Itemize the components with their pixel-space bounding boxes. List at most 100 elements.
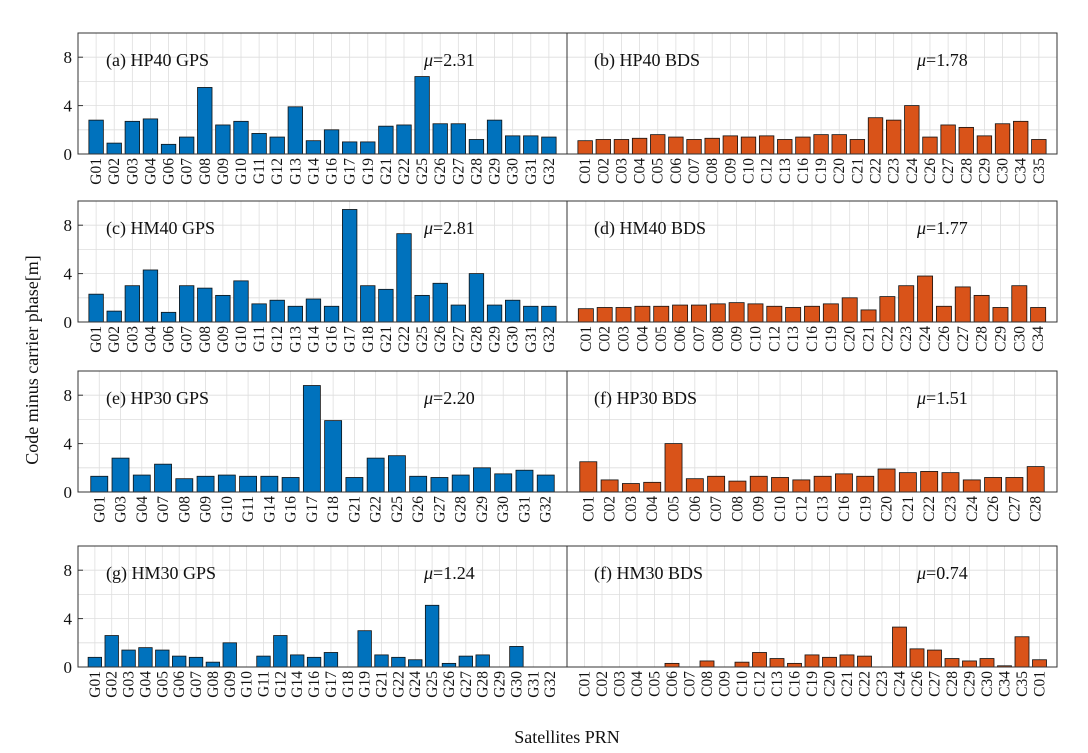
x-tick-label: C12	[759, 158, 776, 184]
panel-frame	[566, 200, 1058, 323]
x-tick-label: C10	[740, 158, 757, 184]
x-tick-label: C22	[921, 496, 938, 522]
mean-value: 0.74	[936, 563, 968, 583]
x-tick-label: G12	[269, 326, 286, 353]
bar-G04	[142, 118, 159, 155]
x-tick-label: C08	[710, 326, 727, 352]
x-tick-label: G16	[324, 158, 341, 185]
x-tick-label: C19	[823, 326, 840, 352]
bar-G17	[342, 141, 358, 155]
x-tick-label: G30	[495, 496, 512, 523]
bar-G14	[305, 140, 322, 155]
panel-title: (a) HP40 GPS	[106, 50, 209, 71]
x-tick-label: G11	[251, 158, 268, 184]
x-tick-label: C05	[650, 158, 667, 184]
x-tick-label: C12	[752, 671, 769, 697]
x-tick-label: C24	[904, 158, 921, 184]
bar-C19	[813, 134, 829, 155]
bar-G11	[256, 655, 271, 668]
bar-C29	[992, 307, 1009, 323]
bar-C22	[867, 117, 884, 155]
bar-C02	[600, 479, 619, 493]
x-tick-label: G13	[287, 158, 304, 185]
x-tick-label: C02	[595, 158, 612, 184]
bar-G12	[273, 635, 288, 668]
x-tick-label: G04	[142, 158, 159, 185]
x-tick-label: G19	[357, 671, 374, 698]
x-tick-label: G09	[215, 326, 232, 353]
bar-G02	[104, 635, 119, 668]
x-tick-label: G32	[541, 326, 558, 353]
bar-G25	[414, 76, 430, 155]
panel-title: (b) HP40 BDS	[594, 50, 700, 71]
bar-C22	[920, 471, 939, 493]
x-tick-label: G31	[523, 326, 540, 353]
x-tick-label: C09	[717, 671, 734, 697]
x-tick-label: G02	[104, 671, 121, 698]
x-tick-label: C19	[804, 671, 821, 697]
x-tick-label: G09	[215, 158, 232, 185]
mean-label: μ=1.24	[423, 563, 475, 583]
bar-G22	[391, 656, 406, 668]
bar-G29	[486, 119, 503, 155]
y-tick-label: 8	[64, 48, 73, 67]
bar-G26	[432, 282, 448, 323]
bar-C03	[621, 483, 640, 493]
bar-C10	[740, 136, 757, 155]
bar-C01	[579, 461, 598, 493]
bar-G04	[132, 474, 151, 493]
bar-C21	[860, 309, 877, 323]
x-tick-label: G03	[121, 671, 138, 698]
x-tick-label: G17	[342, 326, 359, 353]
bar-C12	[758, 135, 775, 155]
panels: G01 G02 G03 G04 G06 G07 G08 G09 G10 G11 G12 G13 G14 G…	[64, 32, 1058, 698]
x-tick-label: C10	[772, 496, 789, 522]
x-tick-label: G22	[396, 158, 413, 185]
bar-C01	[1032, 659, 1047, 668]
bar-C20	[822, 656, 837, 668]
x-tick-label: G11	[255, 671, 272, 697]
bar-G16	[323, 129, 340, 155]
bar-G26	[409, 475, 428, 493]
x-tick-label: C05	[653, 326, 670, 352]
bar-C07	[686, 139, 702, 155]
x-tick-label: C01	[577, 158, 594, 184]
x-tick-label: C23	[886, 158, 903, 184]
bar-G30	[494, 473, 513, 493]
x-tick-label: G32	[542, 671, 559, 698]
bar-G07	[179, 136, 195, 155]
chart-panel-8: C01 C02 C03 C04 C05 C06 C07 C08 C09 C10 C12 C13 C16 C…	[566, 545, 1058, 697]
x-tick-label: C06	[687, 496, 704, 522]
x-tick-label: G13	[287, 326, 304, 353]
bar-C07	[690, 304, 707, 323]
x-tick-label: G22	[368, 496, 385, 523]
x-tick-label: C01	[1032, 671, 1049, 697]
x-tick-label: C12	[793, 496, 810, 522]
x-tick-label: G22	[396, 326, 413, 353]
panel-frame	[566, 32, 1058, 155]
mean-label: μ=2.20	[423, 388, 475, 408]
bar-G09	[222, 642, 237, 668]
mean-value: 1.77	[936, 218, 968, 238]
bar-C29	[962, 660, 977, 668]
bar-C08	[709, 303, 726, 323]
x-tick-label: G18	[340, 671, 357, 698]
x-tick-label: G27	[458, 671, 475, 698]
x-tick-label: C27	[940, 158, 957, 184]
x-tick-label: C13	[777, 158, 794, 184]
y-tick-label: 0	[64, 658, 73, 677]
bar-G11	[251, 133, 267, 155]
bar-G08	[197, 287, 213, 323]
x-tick-label: G28	[475, 671, 492, 698]
bar-C28	[958, 126, 974, 155]
x-tick-label: C10	[747, 326, 764, 352]
bar-C27	[940, 124, 956, 155]
x-tick-label: C23	[942, 496, 959, 522]
bar-G03	[121, 649, 136, 668]
bar-G09	[215, 294, 231, 323]
bar-G22	[366, 457, 385, 493]
x-tick-label: G26	[432, 158, 449, 185]
bar-G11	[251, 303, 267, 323]
y-tick-label: 8	[64, 216, 73, 235]
mean-value: 2.31	[443, 50, 475, 70]
